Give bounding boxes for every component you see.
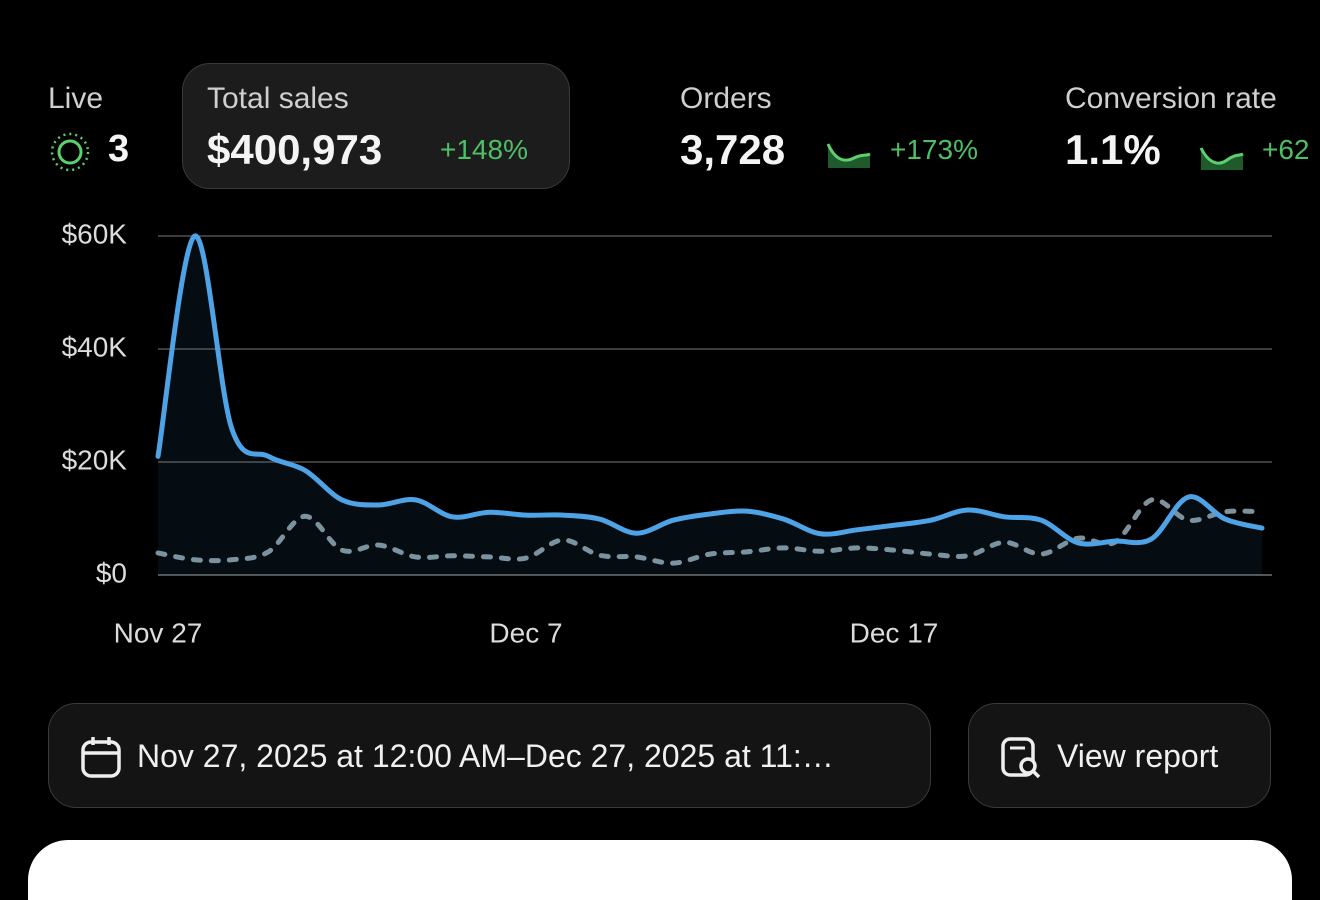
metric-label[interactable]: Orders — [680, 82, 772, 115]
y-tick-label: $0 — [96, 557, 127, 588]
date-range-button[interactable]: Nov 27, 2025 at 12:00 AM–Dec 27, 2025 at… — [48, 703, 931, 808]
metric-value: 3,728 — [680, 126, 786, 173]
metric-label: Conversion rate — [1065, 82, 1277, 115]
live-label: Live — [48, 82, 104, 115]
x-tick-label: Dec 17 — [850, 617, 939, 648]
view-report-button[interactable]: View report — [968, 703, 1271, 808]
series-line — [155, 233, 1265, 547]
metric-label: Total sales — [207, 82, 349, 115]
metric-change: +148% — [440, 134, 528, 165]
date-range-text: Nov 27, 2025 at 12:00 AM–Dec 27, 2025 at… — [137, 738, 834, 774]
live-value: 3 — [108, 128, 130, 170]
sparkline — [826, 143, 871, 168]
chart: $0 $20K $40K $60K Nov 27 Dec 7 Dec 17 — [62, 218, 1272, 648]
metric-card-selected[interactable] — [182, 63, 570, 189]
x-tick-label: Nov 27 — [114, 617, 203, 648]
metric-change: +173% — [890, 134, 978, 165]
series-line — [155, 497, 1265, 566]
bottom-sheet — [28, 840, 1292, 900]
page: Live 3 Total sales $400,973 +148% Orders… — [28, 63, 1320, 900]
report-icon — [1001, 737, 1041, 779]
metric-change: +62 — [1262, 134, 1310, 165]
y-tick-label: $60K — [62, 218, 128, 249]
x-tick-label: Dec 7 — [489, 617, 562, 648]
area — [158, 235, 1262, 575]
metric-value: 1.1% — [1065, 126, 1161, 173]
metric-clip[interactable]: Conversion rate 1.1% +62 — [1065, 78, 1320, 188]
view-report-text: View report — [1057, 738, 1219, 774]
live-icon — [50, 132, 90, 172]
y-tick-label: $20K — [62, 444, 128, 475]
metric-value: $400,973 — [207, 126, 383, 173]
y-tick-label: $40K — [62, 331, 128, 362]
sparkline — [1199, 147, 1244, 170]
calendar-icon — [81, 737, 121, 778]
